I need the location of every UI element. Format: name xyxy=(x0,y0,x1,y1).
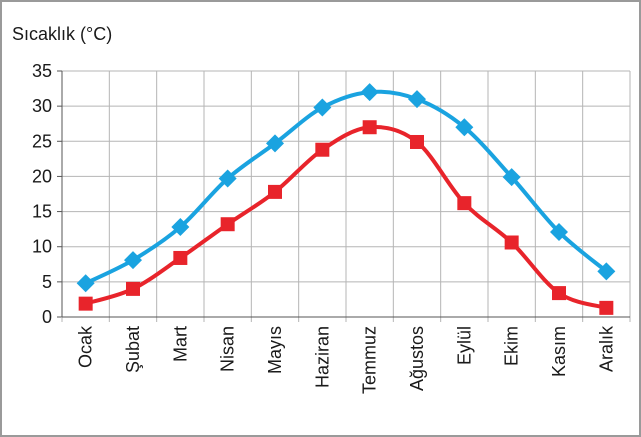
y-tick-label: 0 xyxy=(42,307,52,327)
x-tick-label: Aralık xyxy=(596,325,616,372)
marker xyxy=(457,196,472,211)
marker xyxy=(410,134,424,149)
x-tick-label: Mart xyxy=(170,326,190,362)
x-tick-label: Ekim xyxy=(502,326,522,366)
y-tick-label: 15 xyxy=(32,202,52,222)
y-axis-label: Sıcaklık (°C) xyxy=(12,24,112,44)
marker xyxy=(126,281,140,296)
marker xyxy=(599,300,614,315)
y-tick-label: 10 xyxy=(32,237,52,257)
marker xyxy=(171,218,190,237)
x-tick-label: Şubat xyxy=(123,326,143,373)
marker xyxy=(552,286,566,301)
y-tick-label: 30 xyxy=(32,96,52,116)
marker xyxy=(597,262,616,281)
y-tick-label: 5 xyxy=(42,272,52,292)
marker xyxy=(76,274,95,293)
marker xyxy=(78,296,93,311)
marker xyxy=(218,169,237,188)
marker xyxy=(550,222,568,241)
marker xyxy=(362,120,377,135)
marker xyxy=(455,118,474,137)
marker xyxy=(502,168,521,187)
marker xyxy=(266,134,284,153)
marker xyxy=(220,217,235,232)
x-tick-label: Eylül xyxy=(454,326,474,365)
marker xyxy=(315,142,330,157)
marker xyxy=(173,250,188,265)
y-tick-label: 25 xyxy=(32,131,52,151)
x-tick-label: Kasım xyxy=(549,326,569,377)
x-tick-label: Temmuz xyxy=(360,326,380,394)
marker xyxy=(313,98,332,117)
marker xyxy=(504,235,519,250)
marker xyxy=(124,251,142,270)
x-tick-label: Mayıs xyxy=(265,326,285,374)
x-tick-label: Haziran xyxy=(312,326,332,388)
y-tick-label: 35 xyxy=(32,61,52,81)
y-tick-label: 20 xyxy=(32,166,52,186)
marker xyxy=(268,184,282,199)
x-tick-label: Ağustos xyxy=(407,326,427,391)
marker xyxy=(360,83,379,102)
x-tick-label: Nisan xyxy=(218,326,238,372)
marker xyxy=(408,90,426,109)
x-tick-label: Ocak xyxy=(76,325,96,368)
